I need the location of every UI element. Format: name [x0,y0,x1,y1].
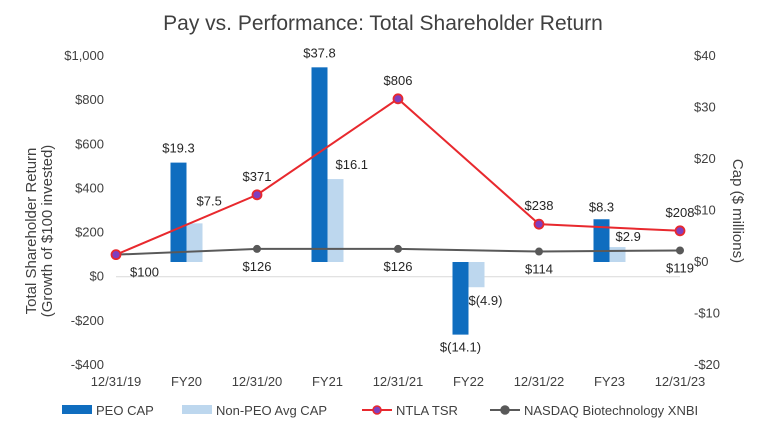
line-data-label-nasdaq-xnbi: $119 [666,260,694,275]
left-tick-label: $200 [75,225,104,240]
legend-label: NASDAQ Biotechnology XNBI [524,403,698,418]
line-data-label-nasdaq-xnbi: $114 [525,262,553,277]
line-data-label-nasdaq-xnbi: $126 [243,259,272,274]
legend-label: Non-PEO Avg CAP [216,403,327,418]
bar-peo-cap [170,162,187,262]
right-tick-label: -$20 [694,357,720,372]
bar-non-peo-avg-cap [186,223,203,262]
bar-non-peo-avg-cap [468,262,485,288]
right-tick-label: -$10 [694,306,720,321]
legend-item: NASDAQ Biotechnology XNBI [490,403,698,418]
legend-marker [372,405,382,415]
bar-non-peo-avg-cap [327,179,344,262]
left-tick-label: $0 [90,269,104,284]
line-data-label-ntla-tsr: $208 [666,205,695,220]
bar-data-label-non-peo-avg-cap: $16.1 [336,157,369,172]
category-label: FY20 [171,374,202,389]
point-ntla-tsr [392,93,404,105]
bar-data-label-peo-cap: $19.3 [162,141,195,156]
legend-label: PEO CAP [96,403,154,418]
category-label: FY23 [594,374,625,389]
category-label: 12/31/19 [91,374,142,389]
point-nasdaq-xnbi [676,246,684,255]
left-axis-title: Total Shareholder Return(Growth of $100 … [23,145,56,318]
point-nasdaq-xnbi [535,247,543,256]
category-label: 12/31/23 [655,374,706,389]
right-tick-label: $30 [694,100,716,115]
right-tick-label: $0 [694,254,708,269]
bar-peo-cap [593,219,610,262]
right-tick-label: $40 [694,48,716,63]
bar-data-label-non-peo-avg-cap: $2.9 [616,229,641,244]
left-tick-label: -$400 [71,357,104,372]
chart-title: Pay vs. Performance: Total Shareholder R… [163,12,603,35]
legend-marker [500,405,510,415]
category-label: FY21 [312,374,343,389]
bar-data-label-peo-cap: $37.8 [303,45,336,60]
bar-data-label-non-peo-avg-cap: $7.5 [197,193,222,208]
left-tick-label: $400 [75,180,104,195]
line-data-label-nasdaq-xnbi: $100 [130,265,159,280]
bar-peo-cap [452,262,469,335]
category-label: 12/31/22 [514,374,565,389]
line-data-label-nasdaq-xnbi: $126 [384,259,413,274]
point-nasdaq-xnbi [253,244,261,253]
legend-swatch [62,405,92,414]
category-label: 12/31/20 [232,374,283,389]
right-axis-title: Cap ($ millions) [729,159,746,263]
right-tick-label: $10 [694,203,716,218]
line-data-label-ntla-tsr: $806 [384,73,413,88]
left-tick-label: $600 [75,136,104,151]
point-ntla-tsr [251,189,263,201]
category-label: FY22 [453,374,484,389]
point-ntla-tsr [674,225,686,237]
legend-item: NTLA TSR [362,403,458,418]
line-data-label-ntla-tsr: $371 [243,169,272,184]
point-ntla-tsr [533,218,545,230]
bar-peo-cap [311,67,328,262]
legend-label: NTLA TSR [396,403,458,418]
left-tick-label: $1,000 [64,48,104,63]
legend-item: PEO CAP [62,403,154,418]
left-tick-label: $800 [75,92,104,107]
legend-swatch [182,405,212,414]
bar-data-label-non-peo-avg-cap: $(4.9) [469,293,503,308]
bar-non-peo-avg-cap [609,247,626,262]
line-data-label-ntla-tsr: $238 [525,198,554,213]
point-ntla-tsr [110,249,122,261]
point-nasdaq-xnbi [394,244,402,253]
bar-data-label-peo-cap: $8.3 [589,199,614,214]
left-tick-label: -$200 [71,313,104,328]
category-label: 12/31/21 [373,374,424,389]
right-tick-label: $20 [694,151,716,166]
bar-data-label-peo-cap: $(14.1) [440,340,481,355]
legend-item: Non-PEO Avg CAP [182,403,327,418]
